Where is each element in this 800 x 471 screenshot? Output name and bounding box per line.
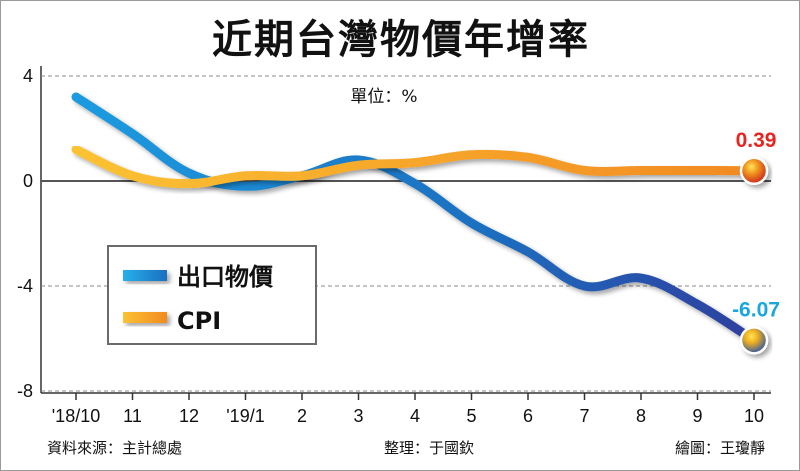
series-line-cpi <box>71 145 759 189</box>
series-export-price: -6.07 <box>71 92 780 355</box>
x-tick-label: 6 <box>523 406 533 426</box>
y-tick-label: 0 <box>23 171 33 191</box>
x-tick-label: 11 <box>123 406 142 426</box>
legend-label-cpi: CPI <box>177 307 221 335</box>
series-layer: -6.07 0.39 <box>71 92 780 355</box>
source-credit: 資料來源：主計總處 <box>47 439 182 457</box>
end-marker-export-price <box>739 326 769 355</box>
legend-box <box>107 245 317 345</box>
x-tick-label: 9 <box>692 406 702 426</box>
legend: 出口物價 CPI <box>107 245 317 345</box>
legend-label-export: 出口物價 <box>177 263 274 291</box>
y-tick-label: -4 <box>17 276 33 296</box>
x-axis: '18/10 11 12 '19/1 2 3 4 5 6 7 8 9 10 <box>41 392 771 426</box>
x-tick-label: 2 <box>297 406 307 426</box>
series-line-export-price <box>71 92 759 345</box>
artist-credit: 繪圖：王瓊靜 <box>675 439 765 457</box>
x-tick-label: 5 <box>466 406 476 426</box>
x-tick-label: 4 <box>410 406 420 426</box>
x-tick-label: 7 <box>579 406 589 426</box>
chart-title: 近期台灣物價年增率 <box>212 17 590 63</box>
x-tick-label: 10 <box>744 406 764 426</box>
unit-label: 單位：% <box>350 87 417 107</box>
editor-credit: 整理：于國欽 <box>384 439 474 457</box>
x-tick-label: '19/1 <box>226 406 264 426</box>
footer: 資料來源：主計總處 整理：于國欽 繪圖：王瓊靜 <box>47 439 765 457</box>
x-tick-label: '18/10 <box>52 406 100 426</box>
x-tick-label: 8 <box>636 406 646 426</box>
end-label-cpi: 0.39 <box>736 129 777 152</box>
end-label-export-price: -6.07 <box>732 298 780 321</box>
y-axis-ticks: 4 0 -4 -8 <box>17 66 33 401</box>
y-tick-label: -8 <box>17 381 33 401</box>
x-tick-label: 3 <box>353 406 363 426</box>
y-tick-label: 4 <box>23 66 33 86</box>
legend-swatch-export <box>123 270 167 281</box>
series-cpi: 0.39 <box>71 129 777 189</box>
x-tick-label: 12 <box>179 406 199 426</box>
end-marker-cpi <box>739 156 769 186</box>
legend-swatch-cpi <box>123 312 167 323</box>
